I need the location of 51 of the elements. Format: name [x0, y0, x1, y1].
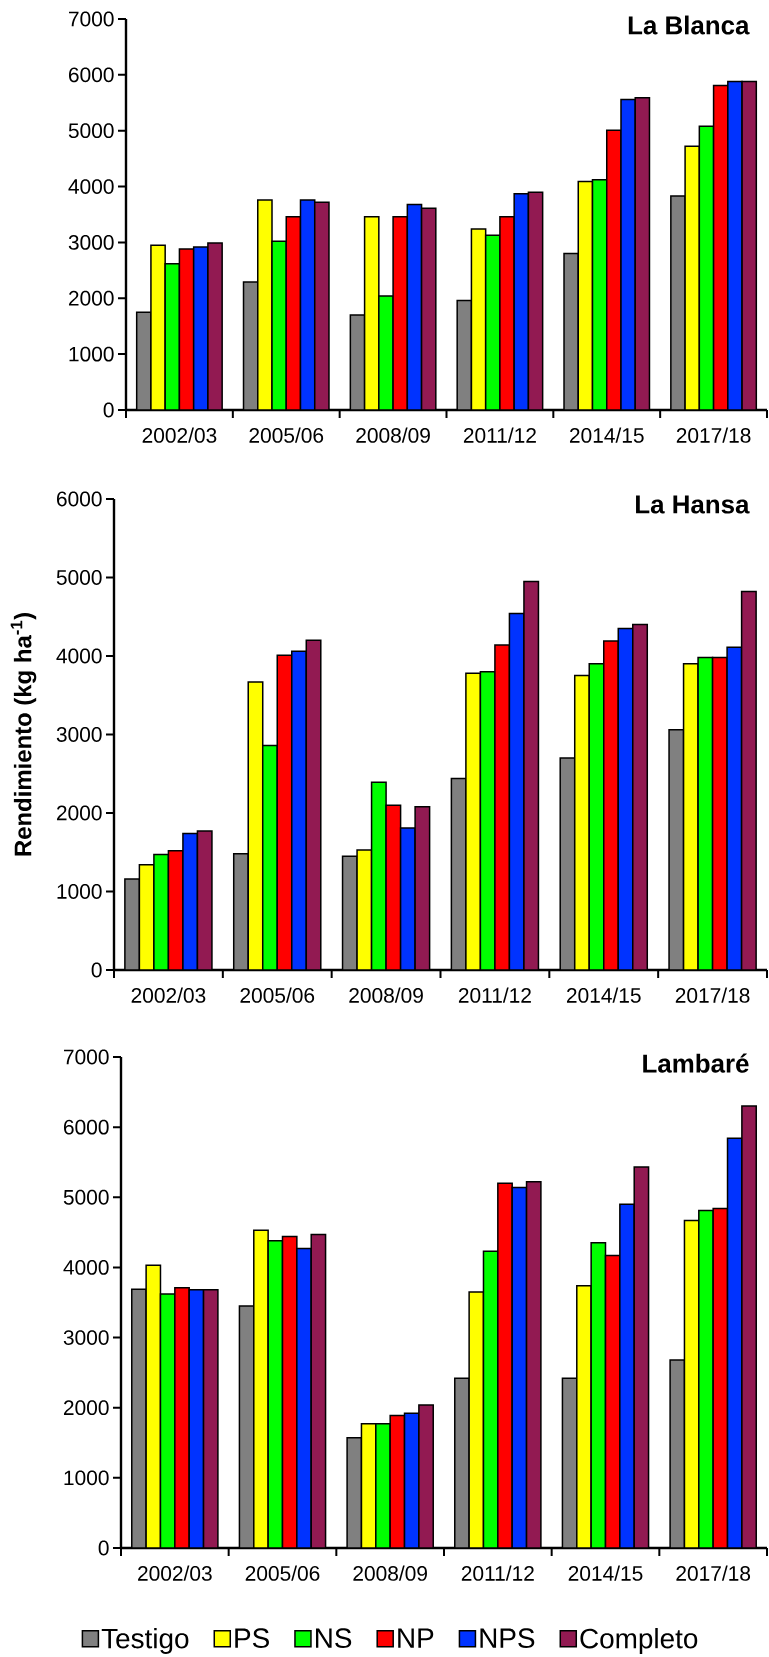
x-tick-label: 2017/18	[676, 1565, 751, 1581]
x-tick-label: 2008/09	[356, 427, 430, 443]
chart-title: La Hansa	[636, 495, 750, 514]
y-tick-label: 1000	[69, 346, 114, 362]
y-tick-label: 3000	[56, 727, 102, 742]
y-tick-label: 5000	[56, 570, 102, 585]
x-tick-label: 2008/09	[349, 987, 423, 1003]
y-tick-label: 6000	[69, 67, 114, 83]
y-tick-label: 4000	[63, 1260, 109, 1275]
y-tick-label: 3000	[68, 235, 114, 250]
y-tick-label: 5000	[63, 1189, 109, 1205]
y-tick-label: 2000	[68, 290, 114, 306]
legend-label: NP	[398, 1628, 434, 1648]
x-tick-label: 2002/03	[131, 987, 206, 1003]
x-tick-label: 2005/06	[240, 987, 315, 1003]
x-tick-label: 2011/12	[458, 987, 531, 1003]
y-tick-label: 1000	[64, 1470, 109, 1486]
chart-title: Lambaré	[643, 1053, 749, 1073]
x-tick-label: 2011/12	[461, 1565, 534, 1581]
y-tick-label: 1000	[57, 884, 102, 899]
x-tick-label: 2008/09	[353, 1565, 427, 1581]
x-tick-label: 2005/06	[249, 427, 324, 443]
x-tick-label: 2011/12	[463, 427, 536, 443]
legend-label: NS	[315, 1628, 352, 1649]
x-tick-label: 2014/15	[566, 987, 641, 1003]
y-tick-label: 6000	[57, 491, 102, 507]
x-tick-label: 2014/15	[569, 427, 644, 443]
x-tick-label: 2017/18	[675, 987, 750, 1003]
legend-label: NPS	[480, 1628, 535, 1649]
y-tick-label: 2000	[56, 805, 102, 821]
legend-label: Testigo	[101, 1627, 189, 1654]
x-tick-label: 2014/15	[568, 1565, 643, 1581]
y-axis-title: Rendimiento (kg ha$^{-1}$)	[10, 613, 37, 856]
x-tick-label: 2017/18	[676, 427, 751, 443]
y-tick-label: 2000	[63, 1400, 109, 1416]
y-tick-label: 0	[103, 402, 114, 418]
x-tick-label: 2002/03	[138, 1565, 212, 1581]
y-tick-label: 5000	[68, 123, 114, 139]
y-tick-label: 4000	[56, 648, 102, 664]
chart-title: La Blanca	[628, 15, 750, 35]
y-tick-label: 0	[98, 1540, 109, 1556]
legend-label: Completo	[580, 1627, 698, 1654]
y-tick-label: 4000	[68, 179, 114, 194]
y-tick-label: 7000	[69, 11, 114, 27]
y-tick-label: 6000	[64, 1119, 109, 1135]
x-tick-label: 2002/03	[142, 427, 217, 443]
y-tick-label: 7000	[64, 1049, 109, 1065]
y-tick-label: 3000	[63, 1330, 109, 1345]
legend-label: PS	[235, 1628, 269, 1649]
y-tick-label: 0	[91, 962, 102, 978]
x-tick-label: 2005/06	[245, 1565, 320, 1581]
